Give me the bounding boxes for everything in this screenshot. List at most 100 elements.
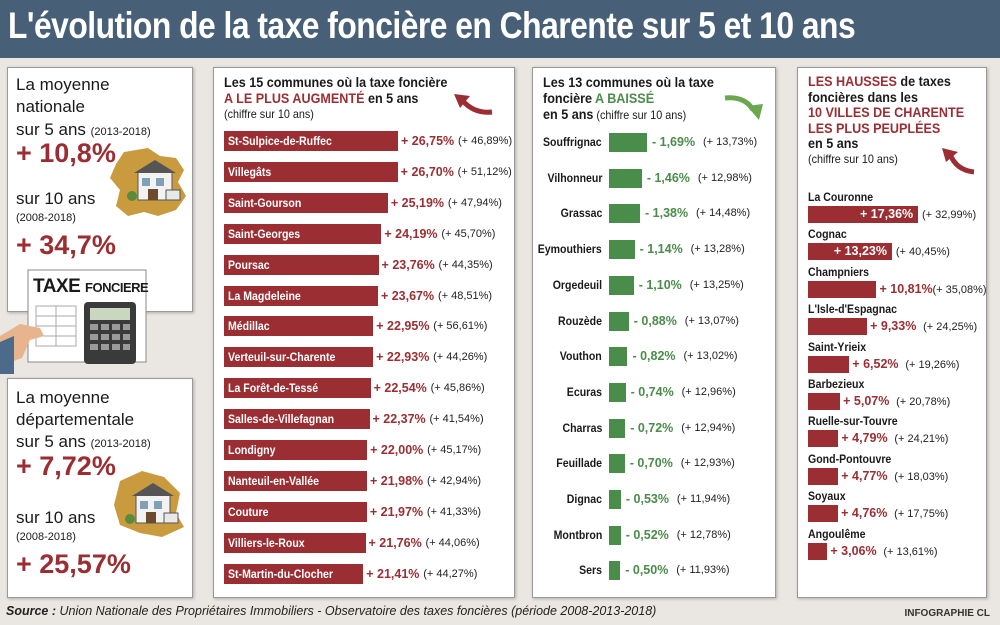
value-label: + 22,00% <box>370 443 424 457</box>
bar <box>609 168 642 188</box>
bar <box>224 563 364 584</box>
source-note: Source : Union Nationale des Propriétair… <box>6 604 656 618</box>
largest-title-line3: 10 VILLES DE CHARENTE <box>808 104 965 120</box>
largest-note: (chiffre sur 10 ans) <box>808 151 898 166</box>
bar <box>609 204 641 224</box>
value-label: - 0,82% <box>632 349 676 364</box>
ten-year-label: (+ 45,70%) <box>441 227 496 240</box>
bar <box>609 418 626 438</box>
value-label: - 0,53% <box>625 492 669 506</box>
tax-document-calculator-icon <box>0 269 147 374</box>
value-label: - 1,46% <box>646 170 690 185</box>
value-label: + 21,98% <box>369 473 424 488</box>
bar-label: Saint-Yrieix <box>808 339 867 354</box>
ten-year-label: (+ 41,33%) <box>426 505 482 518</box>
ten-year-label: (+ 47,94%) <box>447 196 502 209</box>
decrease-title-line3: en 5 ans (chiffre sur 10 ans) <box>543 106 714 123</box>
bar <box>808 467 839 485</box>
bar <box>808 542 828 560</box>
bar <box>609 240 635 260</box>
bar-label: Sers <box>579 563 602 578</box>
bar-label: Villiers-le-Roux <box>228 535 305 550</box>
bar <box>609 561 621 581</box>
value-label: + 25,19% <box>390 195 445 210</box>
value-label: + 9,33% <box>870 319 917 334</box>
value-label: + 4,79% <box>841 431 888 446</box>
dep-5y-row: sur 5 ans (2013-2018) <box>16 431 151 455</box>
ten-year-label: (+ 13,02%) <box>683 350 738 363</box>
ten-year-label: (+ 13,73%) <box>703 136 758 148</box>
value-label: + 23,76% <box>381 257 435 272</box>
bar <box>224 470 367 491</box>
bar-label: Rouzède <box>557 313 602 328</box>
tax-title-small: FONCIERE <box>85 280 149 295</box>
bar-label: Couture <box>228 504 269 519</box>
bar-label: Grassac <box>560 206 602 221</box>
top-increase-title-line2: A LE PLUS AUGMENTÉ en 5 ans <box>224 90 447 106</box>
value-label: - 1,69% <box>652 135 696 149</box>
bar <box>808 318 868 336</box>
bar <box>224 440 368 460</box>
up-arrow-icon <box>454 94 493 115</box>
dep-5y-period: (2013-2018) <box>90 438 151 450</box>
bar-label: Ecuras <box>566 384 602 399</box>
value-label: + 4,77% <box>841 468 888 483</box>
departmental-average-panel: La moyenne départementale sur 5 ans (201… <box>7 378 193 598</box>
ten-year-label: (+ 12,96%) <box>681 385 736 398</box>
bar <box>224 161 398 182</box>
ten-year-label: (+ 17,75%) <box>894 508 949 521</box>
bar-label: Médillac <box>228 319 270 334</box>
bar-label: Cognac <box>808 227 847 242</box>
bar <box>808 243 892 261</box>
value-label: + 3,06% <box>830 543 877 558</box>
bar <box>224 192 388 213</box>
value-label: + 22,37% <box>372 412 426 427</box>
value-label: + 10,81% <box>879 281 933 296</box>
ten-year-label: (+ 41,54%) <box>429 413 484 426</box>
bar-label: Orgedeuil <box>552 277 602 292</box>
ten-year-label: (+ 11,94%) <box>676 493 731 505</box>
ten-year-label: (+ 12,78%) <box>676 528 731 541</box>
bar <box>609 454 625 474</box>
ten-year-label: (+ 13,61%) <box>883 545 938 558</box>
ten-year-label: (+ 45,17%) <box>427 444 482 456</box>
bar-label: Souffrignac <box>543 135 602 149</box>
value-label: + 17,36% <box>860 207 914 221</box>
down-arrow-icon <box>724 95 763 120</box>
bar-label: La Forêt-de-Tessé <box>228 381 319 396</box>
bar-label: La Magdeleine <box>228 288 301 303</box>
bar <box>609 133 647 152</box>
ten-year-label: (+ 20,78%) <box>896 396 951 408</box>
largest-title-line1: LES HAUSSES de taxes <box>808 73 964 90</box>
value-label: - 0,70% <box>629 456 673 471</box>
top-increase-header: Les 15 communes où la taxe foncière A LE… <box>224 74 447 122</box>
bar <box>808 355 850 373</box>
ten-year-label: (+ 12,93%) <box>680 457 735 470</box>
ten-year-label: (+ 51,12%) <box>457 165 512 178</box>
bar-label: Verteuil-sur-Charente <box>228 350 336 365</box>
ten-year-label: (+ 24,25%) <box>923 321 978 334</box>
bar-label: St-Sulpice-de-Ruffec <box>228 134 332 148</box>
decrease-header: Les 13 communes où la taxe foncière A BA… <box>543 74 714 123</box>
bar-label: Londigny <box>228 443 276 457</box>
bar <box>224 378 371 399</box>
national-5y-label: sur 5 ans <box>16 120 86 139</box>
value-label: + 26,75% <box>401 134 455 148</box>
dep-line1: La moyenne <box>16 388 110 407</box>
largest-cities-header: LES HAUSSES de taxes foncières dans les … <box>808 73 965 167</box>
up-arrow-icon <box>942 148 975 175</box>
bar-label: St-Martin-du-Clocher <box>228 566 334 581</box>
bar <box>609 382 626 402</box>
top-increase-title-rest: en 5 ans <box>364 90 419 106</box>
value-label: + 22,95% <box>376 319 430 334</box>
bar <box>224 131 398 151</box>
ten-year-label: (+ 11,93%) <box>676 564 730 577</box>
ten-year-label: (+ 19,26%) <box>905 358 960 371</box>
bar-label: Montbron <box>553 527 602 542</box>
value-label: + 22,93% <box>376 350 430 365</box>
ten-year-label: (+ 40,45%) <box>895 246 950 259</box>
national-5y-period: (2013-2018) <box>90 126 151 138</box>
bar-label: Poursac <box>228 257 270 272</box>
bar-label: Eymouthiers <box>538 242 602 257</box>
national-10y-value: + 34,7% <box>16 230 116 260</box>
